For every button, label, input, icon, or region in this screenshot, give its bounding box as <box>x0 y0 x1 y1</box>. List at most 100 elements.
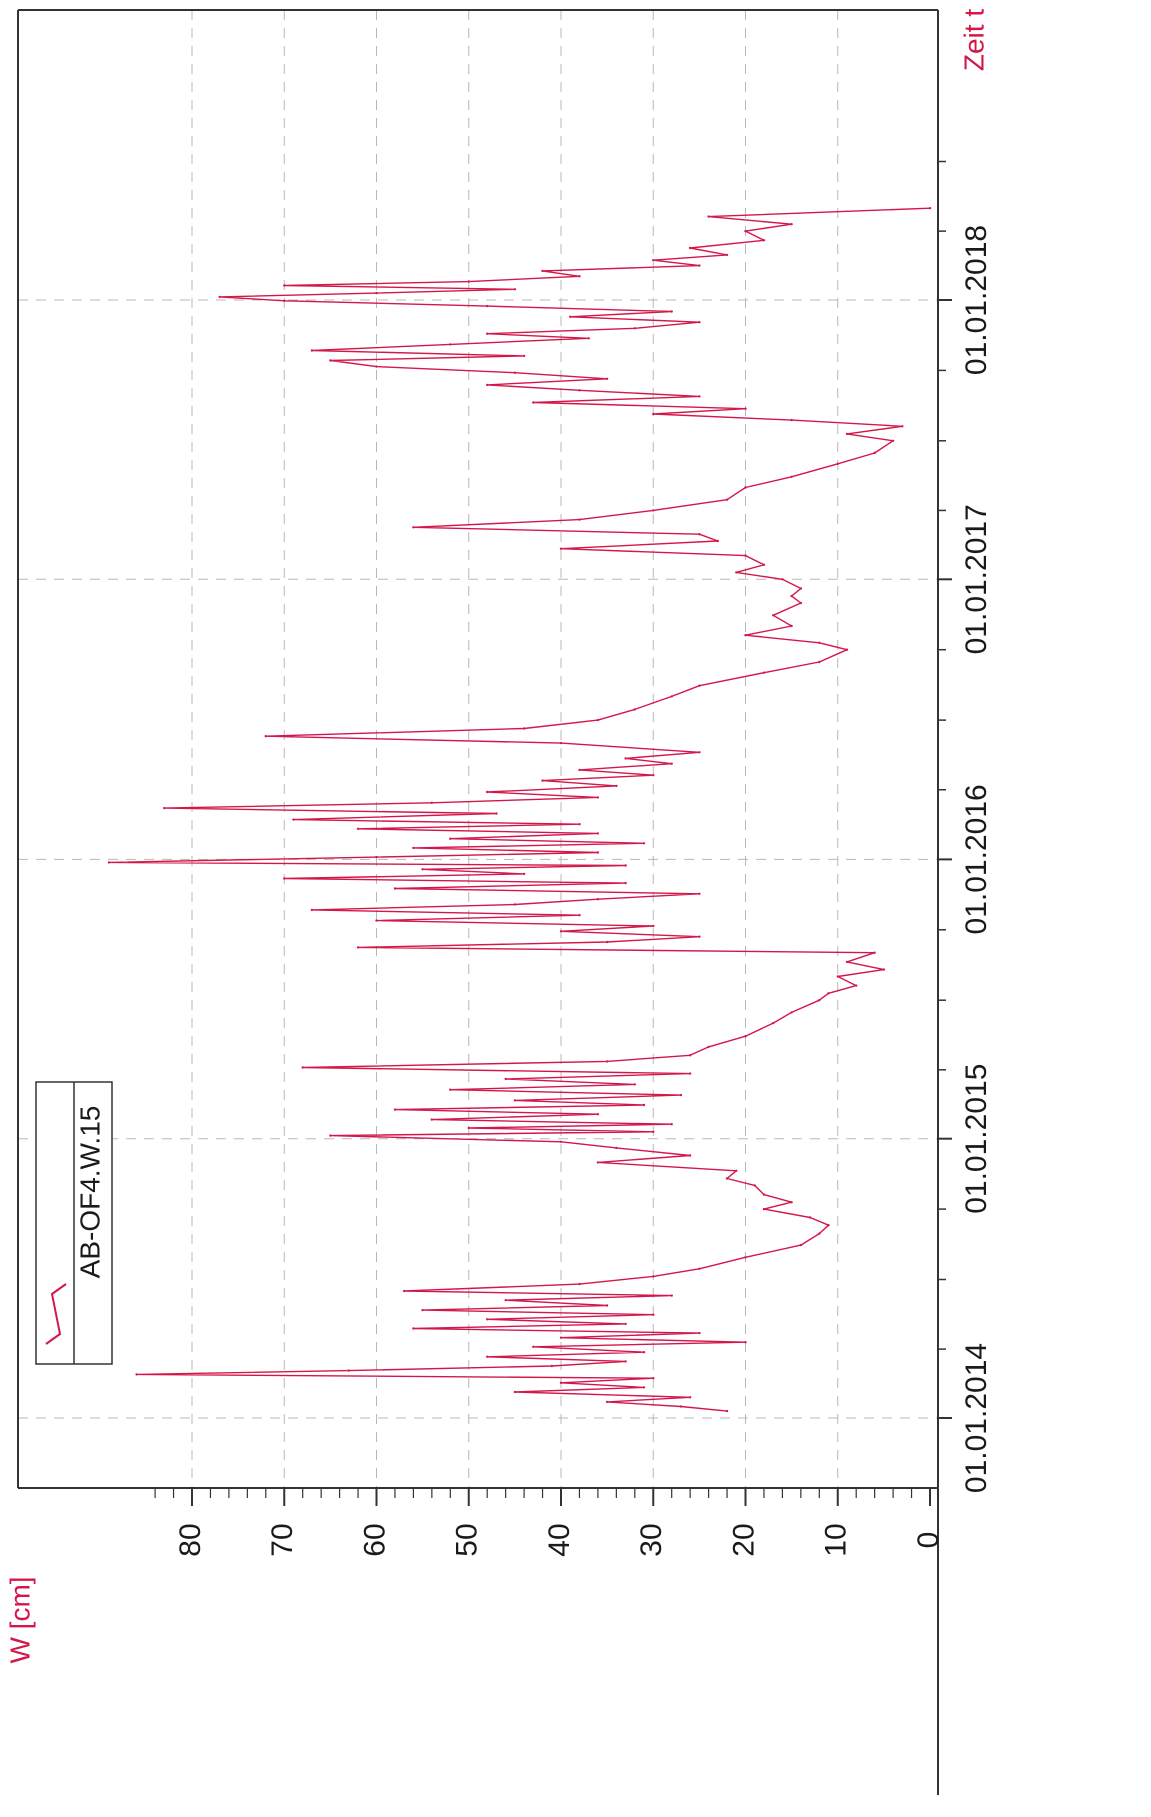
y-tick-label: 80 <box>174 1523 207 1556</box>
y-axis-title: W [cm] <box>4 1576 35 1663</box>
series-point <box>688 1054 692 1057</box>
series-point <box>449 1088 452 1091</box>
series-point <box>375 291 378 295</box>
series-point <box>163 806 166 810</box>
series-point <box>559 547 563 550</box>
series-point <box>578 1282 581 1286</box>
series-point <box>652 924 655 928</box>
series-point <box>532 1345 535 1349</box>
series-point <box>688 1154 692 1157</box>
series-point <box>412 526 415 529</box>
series-point <box>596 1161 600 1164</box>
series-point <box>412 846 415 850</box>
series-point <box>790 223 793 226</box>
series-point <box>772 1021 775 1025</box>
series-point <box>845 648 849 651</box>
grid <box>18 10 938 1488</box>
series-point <box>873 451 876 455</box>
series-point <box>347 1369 350 1372</box>
series-point <box>532 401 535 404</box>
series-point <box>688 1072 692 1075</box>
series-point <box>421 868 424 871</box>
series-point <box>541 779 544 782</box>
series-point <box>578 914 581 917</box>
series-point <box>513 288 517 291</box>
series-point <box>744 1256 747 1259</box>
series-point <box>596 796 600 799</box>
series-point <box>744 1341 747 1344</box>
series-point <box>486 332 489 335</box>
series-point <box>670 695 673 698</box>
series-point <box>688 1396 692 1399</box>
y-tick-label: 60 <box>358 1523 391 1556</box>
series-point <box>799 587 803 590</box>
series-point <box>283 284 286 287</box>
series-point <box>725 253 729 257</box>
series-point <box>725 1177 729 1180</box>
series-point <box>633 708 636 711</box>
series-point <box>393 1108 397 1111</box>
series-point <box>605 940 609 944</box>
series-point <box>698 751 701 754</box>
series-point <box>901 425 904 428</box>
series-point <box>329 1134 332 1137</box>
series-point <box>264 735 267 738</box>
series-point <box>375 855 378 859</box>
series-point <box>707 1045 710 1049</box>
series-point <box>513 903 517 906</box>
series-point <box>652 509 655 512</box>
y-tick-label: 70 <box>266 1523 299 1556</box>
series-point <box>688 246 692 250</box>
series-point <box>725 498 729 501</box>
series-point <box>790 1201 793 1204</box>
series-point <box>605 1060 609 1063</box>
legend-swatch-line <box>45 1283 67 1345</box>
y-tick-label: 0 <box>912 1532 945 1549</box>
series-point <box>698 321 701 324</box>
series-point <box>412 1327 415 1330</box>
series-point <box>735 571 738 574</box>
x-axis-title: Zeit t <box>958 9 989 71</box>
series-point <box>762 563 766 566</box>
series-point <box>762 1207 766 1211</box>
series-point <box>624 881 627 885</box>
series-point <box>430 1118 433 1121</box>
series-point <box>550 1364 553 1368</box>
series-point <box>393 887 397 890</box>
series-point <box>818 1232 821 1235</box>
series-point <box>642 1103 646 1107</box>
series-point <box>633 1083 636 1086</box>
series-point <box>642 842 646 845</box>
series-point <box>596 898 600 901</box>
series-point <box>578 823 581 826</box>
series-point <box>449 837 452 840</box>
series-point <box>799 601 803 605</box>
series-point <box>698 1331 701 1335</box>
series-point <box>679 1405 683 1408</box>
series-point <box>310 908 314 912</box>
legend: AB-OF4.W.15 <box>35 1081 113 1365</box>
series-point <box>790 475 793 478</box>
series-point <box>698 533 701 536</box>
series-point <box>135 1373 138 1376</box>
series-point <box>716 539 719 543</box>
series-point <box>827 992 830 995</box>
series-point <box>559 1381 563 1385</box>
series-point <box>652 1130 655 1134</box>
series-point <box>310 349 314 352</box>
series-point <box>762 239 766 242</box>
series-point <box>790 594 793 598</box>
series-point <box>605 1304 609 1307</box>
series-point <box>587 337 590 340</box>
series-point <box>624 1360 627 1363</box>
x-tick-label: 01.01.2017 <box>960 504 993 654</box>
series-point <box>356 946 360 949</box>
series-point <box>615 784 618 788</box>
series-point <box>845 432 849 436</box>
series-point <box>652 1313 655 1316</box>
series-point <box>670 1294 673 1297</box>
series-point <box>652 412 655 416</box>
series-point <box>578 275 581 278</box>
y-tick-label: 20 <box>727 1523 760 1556</box>
series-point <box>744 634 747 637</box>
